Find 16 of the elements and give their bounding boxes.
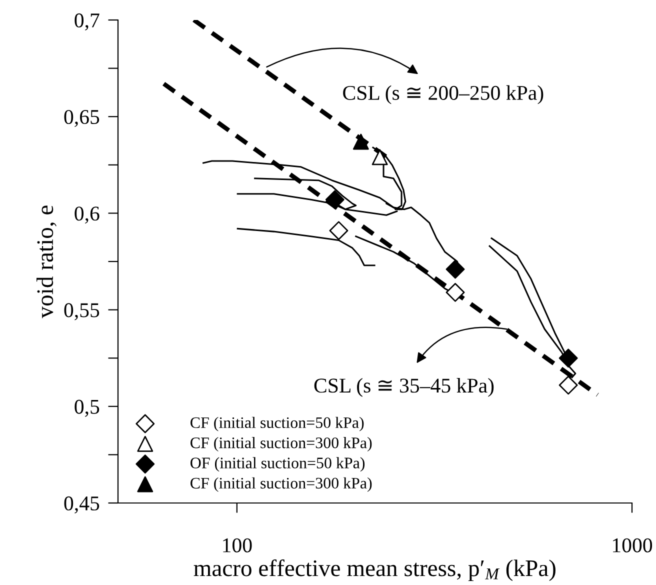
y-axis-title: void ratio, e	[36, 206, 57, 318]
annotation: CSL (s ≅ 200–250 kPa)	[343, 85, 544, 104]
y-tick-label: 0,65	[64, 110, 100, 128]
legend-label: OF (initial suction=50 kPa)	[190, 457, 365, 472]
x-tick-label: 100	[223, 538, 252, 552]
x-axis-title: macro effective mean stress, p′$_{M}$ (kPa)	[194, 559, 556, 582]
y-tick-label: 0,7	[74, 13, 100, 30]
y-tick-label: 0,45	[64, 496, 100, 514]
y-tick-label: 0,5	[74, 400, 100, 417]
x-tick-label: 1000	[613, 538, 652, 552]
legend-label: CF (initial suction=300 kPa)	[190, 477, 372, 492]
annotation: CSL (s ≅ 35–45 kPa)	[314, 378, 494, 397]
y-tick-label: 0,6	[74, 206, 100, 224]
legend-label: CF (initial suction=300 kPa)	[190, 436, 372, 452]
legend-label: CF (initial suction=50 kPa)	[190, 416, 364, 432]
y-tick-label: 0,55	[64, 303, 100, 320]
